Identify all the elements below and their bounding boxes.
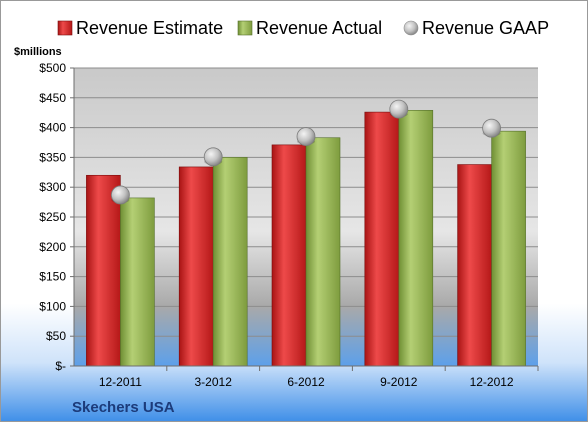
y-tick-label: $400	[39, 121, 66, 135]
bar-revenue-estimate	[271, 144, 307, 367]
bar-revenue-actual	[398, 110, 434, 367]
y-tick-label: $450	[39, 91, 66, 105]
legend-label: Revenue Estimate	[76, 18, 223, 38]
legend-swatch-revenue-estimate	[57, 20, 73, 36]
legend-label: Revenue GAAP	[422, 18, 549, 38]
y-tick-label: $50	[46, 329, 66, 343]
x-tick-label: 3-2012	[195, 375, 233, 389]
y-tick-label: $300	[39, 180, 66, 194]
legend-swatch-revenue-gaap	[403, 20, 419, 36]
legend-label: Revenue Actual	[256, 18, 382, 38]
legend: Revenue Estimate Revenue Actual Revenue GA…	[57, 18, 549, 38]
y-tick-label: $-	[55, 359, 66, 373]
gaap-marker	[389, 99, 409, 119]
bar-revenue-estimate	[364, 111, 400, 367]
bar-revenue-estimate	[178, 166, 214, 367]
bar-revenue-estimate	[86, 174, 121, 367]
y-tick-label: $250	[39, 210, 66, 224]
y-tick-label: $200	[39, 240, 66, 254]
bar-revenue-actual	[305, 137, 341, 367]
bar-revenue-actual	[120, 197, 155, 367]
bars	[86, 110, 526, 367]
y-tick-label: $150	[39, 270, 66, 284]
company-name: Skechers USA	[72, 399, 175, 416]
gaap-marker	[111, 185, 130, 205]
x-tick-label: 12-2011	[99, 375, 142, 389]
y-tick-label: $100	[39, 299, 66, 313]
gaap-marker	[203, 147, 223, 167]
legend-swatch-revenue-actual	[237, 20, 253, 36]
bar-revenue-actual	[212, 157, 248, 367]
x-tick-label: 9-2012	[380, 375, 418, 389]
gaap-marker	[296, 127, 316, 146]
y-axis-unit-label: $millions	[14, 46, 62, 58]
bar-revenue-actual	[491, 130, 526, 367]
y-axis: $- $50 $100 $150 $200 $250 $300 $350 $400 $450 $50…	[39, 61, 75, 373]
x-axis: 12-2011 3-2012 6-2012 9-2012 12-2012	[74, 365, 539, 389]
x-tick-label: 12-2012	[470, 375, 514, 389]
y-tick-label: $500	[39, 61, 66, 75]
x-tick-label: 6-2012	[287, 375, 325, 389]
gaap-marker	[482, 118, 502, 138]
y-tick-label: $350	[39, 150, 66, 164]
gaap-markers	[111, 99, 502, 205]
bar-revenue-estimate	[457, 164, 492, 367]
